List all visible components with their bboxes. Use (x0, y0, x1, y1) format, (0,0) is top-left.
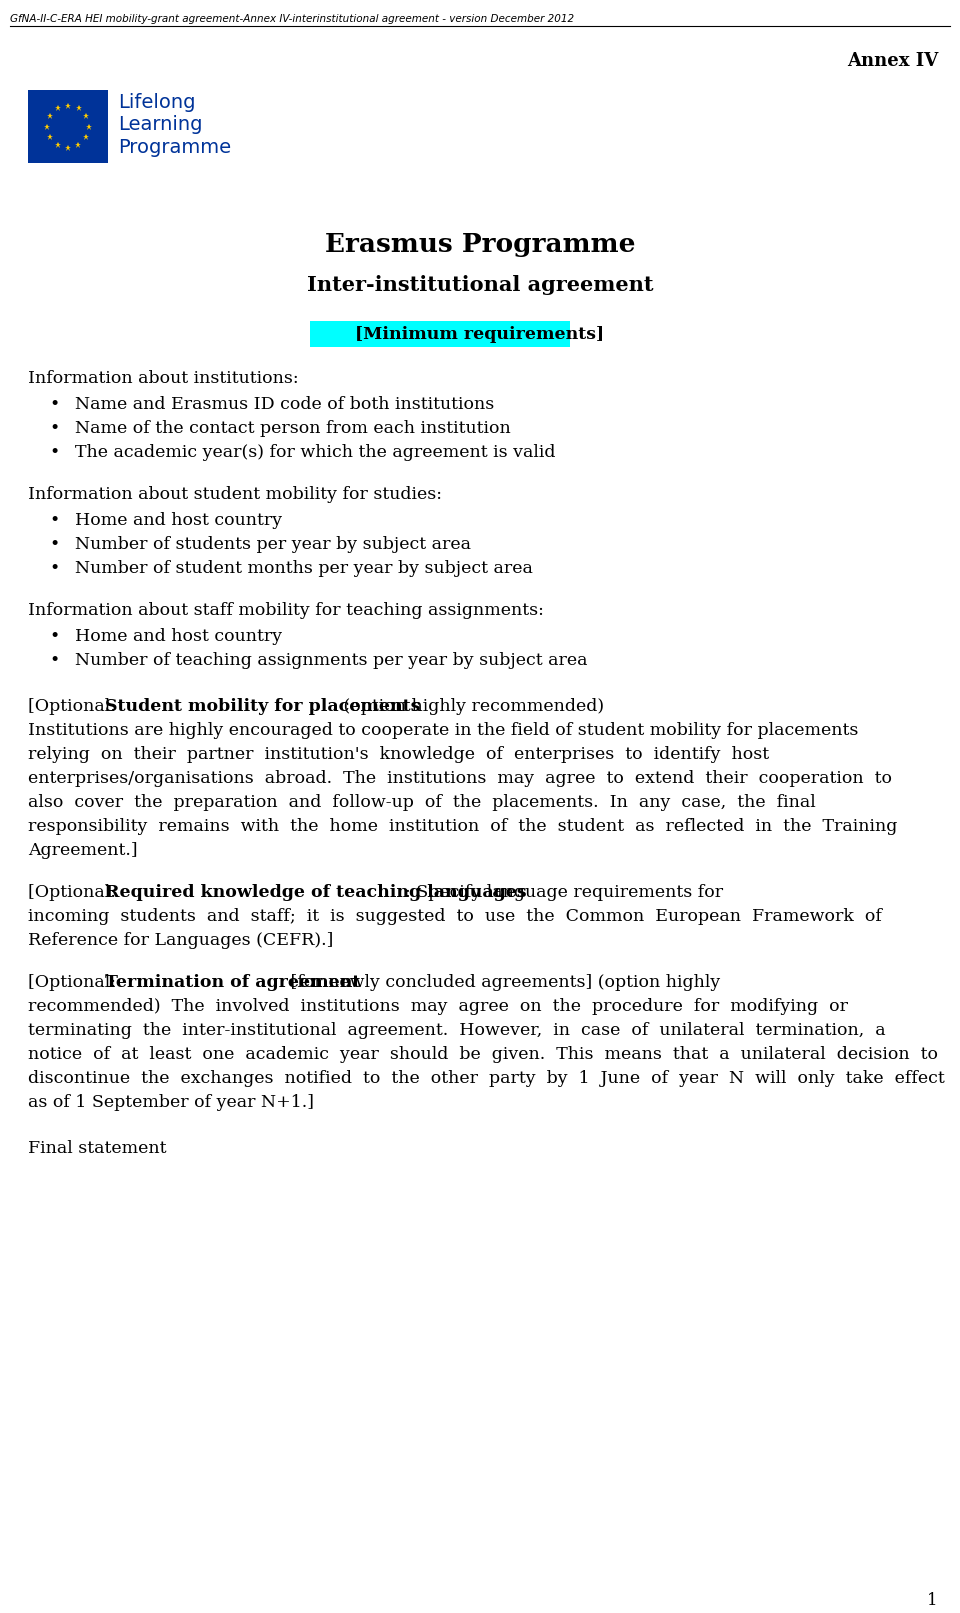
Text: Inter-institutional agreement: Inter-institutional agreement (307, 274, 653, 295)
Text: Information about staff mobility for teaching assignments:: Information about staff mobility for tea… (28, 602, 544, 619)
FancyBboxPatch shape (28, 90, 108, 163)
Text: [Optional:: [Optional: (28, 884, 122, 902)
Text: also  cover  the  preparation  and  follow-up  of  the  placements.  In  any  ca: also cover the preparation and follow-up… (28, 794, 816, 811)
Text: Erasmus Programme: Erasmus Programme (324, 232, 636, 256)
Text: GfNA-II-C-ERA HEI mobility-grant agreement-Annex IV-interinstitutional agreement: GfNA-II-C-ERA HEI mobility-grant agreeme… (10, 15, 574, 24)
Text: Information about institutions:: Information about institutions: (28, 369, 299, 387)
Text: relying  on  their  partner  institution's  knowledge  of  enterprises  to  iden: relying on their partner institution's k… (28, 745, 769, 763)
Text: 1: 1 (927, 1592, 938, 1610)
Text: (option highly recommended): (option highly recommended) (338, 698, 604, 715)
Text: : Specify language requirements for: : Specify language requirements for (405, 884, 723, 902)
Text: •: • (50, 627, 60, 645)
Text: [for newly concluded agreements] (option highly: [for newly concluded agreements] (option… (285, 974, 720, 990)
Text: Programme: Programme (118, 139, 231, 156)
Text: Required knowledge of teaching languages: Required knowledge of teaching languages (105, 884, 527, 902)
Text: discontinue  the  exchanges  notified  to  the  other  party  by  1  June  of  y: discontinue the exchanges notified to th… (28, 1069, 945, 1087)
Text: Agreement.]: Agreement.] (28, 842, 137, 860)
Text: recommended)  The  involved  institutions  may  agree  on  the  procedure  for  : recommended) The involved institutions m… (28, 998, 848, 1015)
Text: Number of student months per year by subject area: Number of student months per year by sub… (75, 560, 533, 577)
Text: terminating  the  inter-institutional  agreement.  However,  in  case  of  unila: terminating the inter-institutional agre… (28, 1023, 886, 1039)
Text: Student mobility for placements: Student mobility for placements (105, 698, 420, 715)
Text: enterprises/organisations  abroad.  The  institutions  may  agree  to  extend  t: enterprises/organisations abroad. The in… (28, 769, 892, 787)
Text: •: • (50, 511, 60, 529)
Text: Termination of agreement: Termination of agreement (105, 974, 360, 990)
Text: responsibility  remains  with  the  home  institution  of  the  student  as  ref: responsibility remains with the home ins… (28, 818, 898, 836)
Text: •: • (50, 444, 60, 461)
Text: Lifelong: Lifelong (118, 94, 196, 111)
Text: Home and host country: Home and host country (75, 511, 282, 529)
FancyBboxPatch shape (310, 321, 570, 347)
Text: Number of teaching assignments per year by subject area: Number of teaching assignments per year … (75, 652, 588, 669)
Text: Name and Erasmus ID code of both institutions: Name and Erasmus ID code of both institu… (75, 397, 494, 413)
Text: as of 1 September of year N+1.]: as of 1 September of year N+1.] (28, 1094, 314, 1111)
Text: [Optional:: [Optional: (28, 974, 122, 990)
Text: [Minimum requirements]: [Minimum requirements] (355, 326, 605, 344)
Text: incoming  students  and  staff;  it  is  suggested  to  use  the  Common  Europe: incoming students and staff; it is sugge… (28, 908, 882, 924)
Text: Final statement: Final statement (28, 1140, 166, 1157)
Text: •: • (50, 560, 60, 577)
Text: Information about student mobility for studies:: Information about student mobility for s… (28, 486, 442, 503)
Text: •: • (50, 652, 60, 669)
Text: [Optional:: [Optional: (28, 698, 122, 715)
Text: Name of the contact person from each institution: Name of the contact person from each ins… (75, 419, 511, 437)
Text: Home and host country: Home and host country (75, 627, 282, 645)
Text: The academic year(s) for which the agreement is valid: The academic year(s) for which the agree… (75, 444, 556, 461)
Text: •: • (50, 397, 60, 413)
Text: Reference for Languages (CEFR).]: Reference for Languages (CEFR).] (28, 932, 333, 948)
Text: •: • (50, 536, 60, 553)
Text: Number of students per year by subject area: Number of students per year by subject a… (75, 536, 471, 553)
Text: •: • (50, 419, 60, 437)
Text: Institutions are highly encouraged to cooperate in the field of student mobility: Institutions are highly encouraged to co… (28, 723, 858, 739)
Text: Learning: Learning (118, 115, 203, 134)
Text: notice  of  at  least  one  academic  year  should  be  given.  This  means  tha: notice of at least one academic year sho… (28, 1045, 938, 1063)
Text: Annex IV: Annex IV (847, 52, 938, 69)
